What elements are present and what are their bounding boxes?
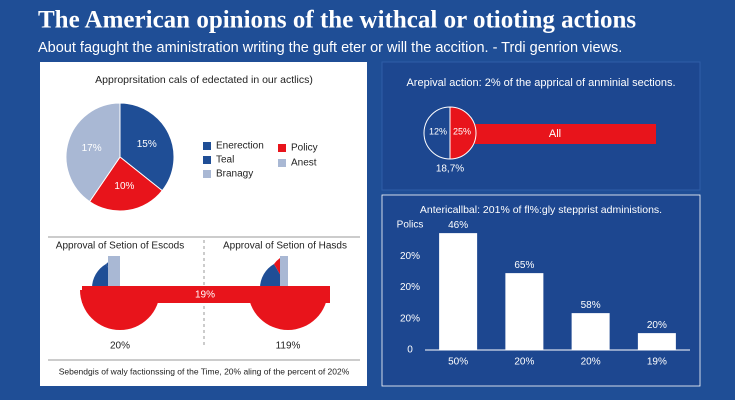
legend-swatch	[278, 144, 286, 152]
pie-slice	[65, 102, 121, 203]
bar-annotation: 20%	[647, 320, 667, 331]
pie-slice	[88, 156, 163, 212]
x-tick-label: 19%	[647, 357, 667, 368]
legend-label: Branagy	[216, 169, 253, 180]
action-circle	[423, 106, 451, 160]
slice-label: 15%	[137, 139, 157, 150]
half-slice	[108, 256, 120, 288]
x-tick-label: 50%	[448, 357, 468, 368]
action-bar	[450, 124, 656, 144]
bar-annotation: 65%	[514, 260, 534, 271]
y-tick-label: 20%	[400, 313, 420, 324]
legend-swatch	[278, 159, 286, 167]
action-title: Arepival action: 2% of the apprical of a…	[406, 77, 675, 89]
x-tick-label: 20%	[581, 357, 601, 368]
pie-slice	[119, 102, 175, 192]
bar-annotation: 46%	[448, 220, 468, 231]
bar	[637, 333, 676, 350]
x-tick-label: 20%	[514, 357, 534, 368]
bar	[505, 273, 544, 350]
slice-label: 17%	[82, 143, 102, 154]
legend-label: Policy	[291, 143, 318, 154]
page-title: The American opinions of the withcal or …	[38, 7, 636, 34]
bar	[571, 313, 610, 350]
legend-label: Enerection	[216, 141, 264, 152]
legend-label: Anest	[291, 158, 317, 169]
bar	[439, 233, 478, 350]
banner-label: 19%	[195, 290, 215, 301]
circle-label: 12%	[429, 126, 447, 136]
bar-annotation: 58%	[581, 300, 601, 311]
action-circle	[449, 106, 477, 160]
half-label: 20%	[110, 341, 130, 352]
y-tick-label: 0	[407, 345, 413, 356]
legend-label: Teal	[216, 155, 234, 166]
half-slice	[280, 256, 288, 288]
halves	[80, 256, 330, 330]
half-label: 119%	[276, 341, 301, 352]
action-bar-label: All	[549, 128, 561, 140]
action-caption: 18,7%	[436, 164, 464, 175]
circle-label: 25%	[453, 126, 471, 136]
chart-title: Approprsitation cals of edectated in our…	[95, 74, 313, 86]
page-subtitle: About fagught the aministration writing …	[38, 40, 622, 56]
legend-swatch	[203, 142, 211, 150]
legend-swatch	[203, 170, 211, 178]
y-tick-label: 20%	[400, 251, 420, 262]
half-title: Approval of Setion of Escods	[56, 241, 184, 252]
y-tick-label: Polics	[397, 220, 424, 231]
chart-title: Antericallbal: 201% of fl%:gly stepprist…	[420, 204, 662, 216]
slice-label: 10%	[114, 181, 134, 192]
legend-swatch	[203, 156, 211, 164]
footnote: Sebendgis of waly factionssing of the Ti…	[59, 366, 350, 376]
y-tick-label: 20%	[400, 282, 420, 293]
banner	[82, 286, 330, 303]
half-title: Approval of Setion of Hasds	[223, 241, 347, 252]
